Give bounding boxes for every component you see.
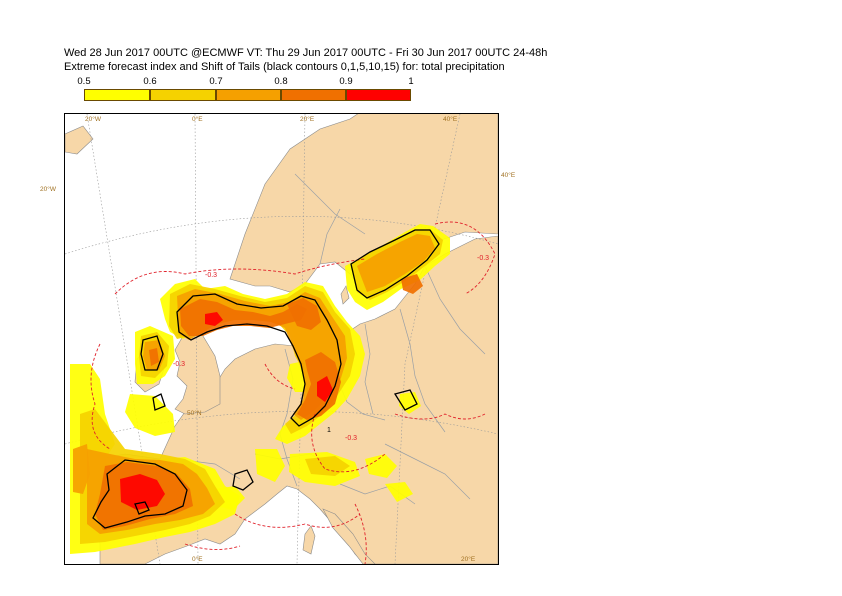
land-italy: [322, 508, 376, 564]
land-corsica-sardinia: [302, 525, 316, 555]
sot-contours: [92, 229, 440, 529]
contour-label-neg-2: -0.3: [173, 361, 185, 368]
map-canvas: -0.3 -0.3 -0.3 -0.3 1: [65, 114, 498, 564]
efi-negative-contours: [90, 221, 496, 564]
grid-label-top-20w: 20°W: [85, 116, 101, 123]
title-line-2: Extreme forecast index and Shift of Tail…: [64, 61, 505, 73]
legend-tick-1: 0.6: [143, 76, 157, 87]
legend-tick-3: 0.8: [274, 76, 288, 87]
grid-label-top-40e: 40°E: [443, 116, 458, 123]
grid-label-right-40e: 40°E: [501, 172, 516, 179]
grid-label-top-0e: 0°E: [192, 116, 203, 123]
legend-tick-0: 0.5: [77, 76, 91, 87]
contour-label-neg-3: -0.3: [345, 435, 357, 442]
contour-label-neg-4: -0.3: [477, 255, 489, 262]
legend-swatch-1: [150, 89, 216, 101]
legend-swatch-4: [346, 89, 411, 101]
land-iceland-edge: [65, 125, 94, 155]
legend-tick-2: 0.7: [209, 76, 223, 87]
efi-map: -0.3 -0.3 -0.3 -0.3 1 20°W 0°E 20°E 40°E…: [64, 113, 499, 565]
contour-labels: -0.3 -0.3 -0.3 -0.3 1: [173, 255, 489, 442]
legend-tick-4: 0.9: [339, 76, 353, 87]
color-legend: 0.5 0.6 0.7 0.8 0.9 1: [76, 76, 421, 104]
grid-label-left-20w: 20°W: [40, 186, 56, 193]
contour-label-neg-1: -0.3: [205, 272, 217, 279]
legend-tick-5: 1: [408, 76, 414, 87]
grid-label-bottom-20e: 20°E: [461, 556, 476, 563]
land-gotland: [340, 285, 350, 305]
legend-swatch-2: [216, 89, 281, 101]
legend-swatch-0: [84, 89, 150, 101]
contour-label-sot-1: 1: [327, 427, 331, 434]
grid-label-50n: 50°N: [187, 410, 202, 417]
grid-label-bottom-0e: 0°E: [192, 556, 203, 563]
grid-label-top-20e: 20°E: [300, 116, 315, 123]
legend-swatch-3: [281, 89, 346, 101]
title-line-1: Wed 28 Jun 2017 00UTC @ECMWF VT: Thu 29 …: [64, 47, 548, 59]
